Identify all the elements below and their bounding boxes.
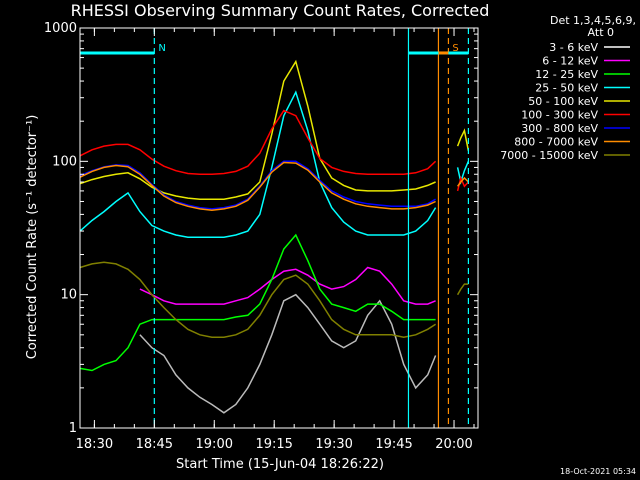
series-fragment-25-50-kev (456, 161, 470, 185)
legend-entry-25-50-kev: 25 - 50 keV (535, 82, 598, 95)
plot-area: N S 1 10 100 1000 18:30 18:45 19:00 19:15 19:30 19:… (44, 21, 479, 452)
series-line-12-25-kev (79, 233, 436, 372)
x-tick-label: 19:00 (196, 437, 233, 452)
timestamp: 18-Oct-2021 05:34 (560, 467, 636, 476)
y-tick-label: 1000 (44, 21, 77, 36)
y-axis-label: Corrected Count Rate (s⁻¹ detector⁻¹) (25, 115, 40, 360)
y-tick-label: 10 (60, 288, 77, 303)
legend-entry-7000-15000-kev: 7000 - 15000 keV (500, 149, 598, 162)
legend-entry-100-300-kev: 100 - 300 keV (521, 109, 598, 122)
series-line-100-300-kev (79, 109, 437, 176)
series-line-25-50-kev (79, 90, 437, 238)
x-tick-label: 18:45 (136, 437, 173, 452)
series-fragment-800-7000-kev (456, 176, 469, 187)
series-line-7000-15000-kev (79, 261, 437, 338)
series-line-800-7000-kev (79, 161, 436, 211)
series-fragment-7000-15000-kev (456, 283, 469, 296)
x-tick-label: 20:00 (435, 437, 472, 452)
flag-label-n: N (158, 43, 165, 54)
legend-entry-6-12-kev: 6 - 12 keV (542, 55, 598, 68)
series-line-6-12-kev (139, 266, 436, 305)
series-fragment-50-100-kev (456, 128, 470, 151)
x-tick-label: 19:15 (255, 437, 292, 452)
legend-header-line-1: Det 1,3,4,5,6,9, (550, 14, 636, 27)
chart-title: RHESSI Observing Summary Count Rates, Co… (71, 1, 490, 20)
x-axis-label: Start Time (15-Jun-04 18:26:22) (176, 457, 384, 472)
series-line-50-100-kev (79, 59, 436, 200)
x-tick-label: 19:45 (375, 437, 412, 452)
y-tick-label: 100 (52, 154, 77, 169)
legend-entry-12-25-kev: 12 - 25 keV (535, 68, 598, 81)
legend-entry-300-800-kev: 300 - 800 keV (521, 122, 598, 135)
legend-entry-3-6-kev: 3 - 6 keV (549, 41, 598, 54)
series-line-3-6-kev (139, 293, 437, 414)
legend-entry-50-100-kev: 50 - 100 keV (528, 95, 598, 108)
x-tick-label: 18:30 (76, 437, 113, 452)
flag-label-s: S (452, 43, 458, 54)
legend-header-line-2: Att 0 (588, 26, 614, 39)
x-tick-label: 19:30 (315, 437, 352, 452)
legend-entry-800-7000-kev: 800 - 7000 keV (514, 136, 598, 149)
plot-frame (79, 27, 479, 429)
y-tick-label: 1 (69, 421, 77, 436)
